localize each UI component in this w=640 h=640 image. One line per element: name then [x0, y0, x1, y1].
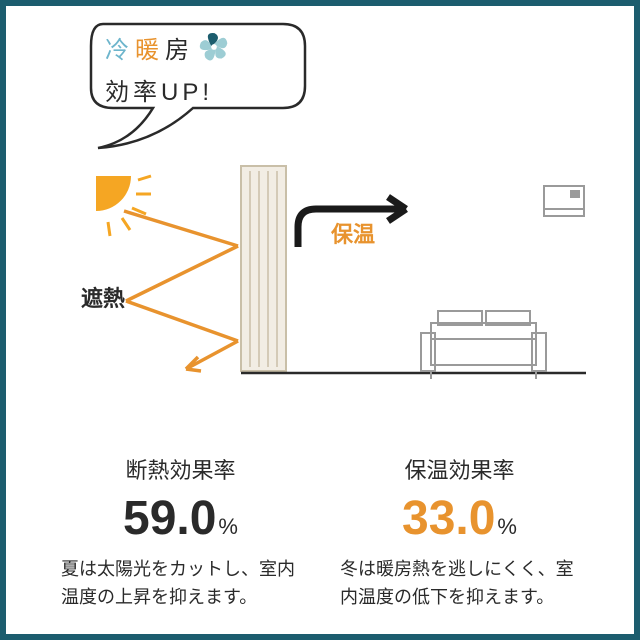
sofa-icon [421, 311, 546, 379]
sun-icon [96, 176, 151, 236]
stats-row: 断熱効果率 59.0% 夏は太陽光をカットし、室内温度の上昇を抑えます。 保温効… [6, 453, 634, 612]
bubble-rest1: 房 [165, 37, 195, 64]
diagram-svg [66, 151, 586, 381]
sun-rays [124, 211, 238, 371]
fan-icon [195, 28, 233, 76]
insulation-stat: 断熱効果率 59.0% 夏は太陽光をカットし、室内温度の上昇を抑えます。 [61, 453, 300, 612]
insulation-unit: % [218, 514, 238, 539]
thermal-stat: 保温効果率 33.0% 冬は暖房熱を逃しにくく、室内温度の低下を抑えます。 [340, 453, 579, 612]
thermal-title: 保温効果率 [340, 453, 579, 485]
infographic-frame: 冷暖房 効率UP! [0, 0, 640, 640]
speech-bubble: 冷暖房 効率UP! [101, 24, 233, 109]
room-diagram: 遮熱 保温 [66, 151, 586, 381]
hoon-label: 保温 [331, 217, 375, 249]
insulation-title: 断熱効果率 [61, 453, 300, 485]
insulation-value: 59.0 [123, 492, 216, 545]
insulation-desc: 夏は太陽光をカットし、室内温度の上昇を抑えます。 [61, 556, 300, 612]
shanetsu-label: 遮熱 [81, 281, 125, 313]
ac-icon [544, 186, 584, 216]
bubble-warm: 暖 [135, 37, 165, 64]
bubble-cold: 冷 [105, 37, 135, 64]
thermal-desc: 冬は暖房熱を逃しにくく、室内温度の低下を抑えます。 [340, 556, 579, 612]
bubble-line2: 効率UP! [105, 79, 213, 106]
thermal-value: 33.0 [402, 492, 495, 545]
curtain-icon [241, 166, 286, 371]
thermal-unit: % [497, 514, 517, 539]
